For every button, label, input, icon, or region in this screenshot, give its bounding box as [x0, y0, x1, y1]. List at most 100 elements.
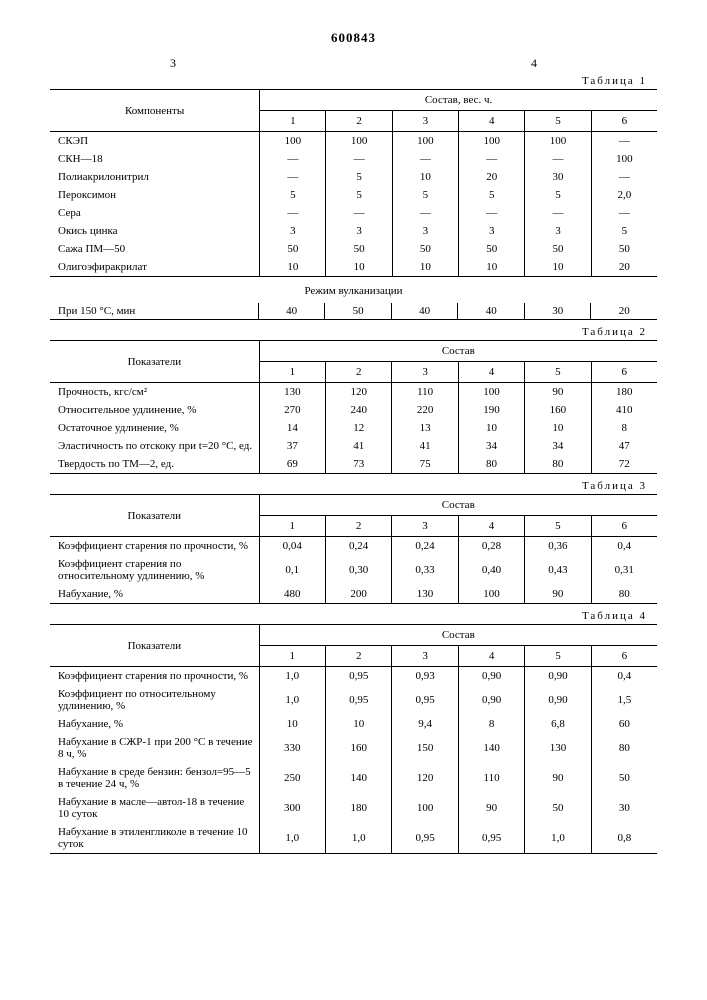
cell: 80	[591, 585, 657, 604]
row-label: Олигоэфиракрилат	[50, 258, 260, 277]
table4-label: Таблица 4	[50, 610, 647, 622]
cell: —	[260, 204, 326, 222]
cell: 40	[391, 303, 458, 320]
table1-label: Таблица 1	[50, 75, 647, 87]
cell: 160	[525, 401, 591, 419]
row-label: Набухание, %	[50, 585, 259, 604]
cell: 14	[259, 419, 325, 437]
cell: 0,90	[458, 667, 524, 686]
cell: 130	[259, 383, 325, 402]
regime-title: Режим вулканизации	[50, 285, 657, 297]
cell: 0,40	[458, 555, 524, 585]
cell: 1,0	[325, 823, 391, 854]
cell: 41	[392, 437, 458, 455]
cell: 34	[458, 437, 524, 455]
header-main: Показатели	[50, 341, 259, 383]
cell: 130	[392, 585, 458, 604]
cell: 10	[459, 258, 525, 277]
cell: 0,95	[392, 685, 458, 715]
cell: 300	[259, 793, 325, 823]
cell: 330	[259, 733, 325, 763]
cell: 1,0	[259, 685, 325, 715]
cell: 50	[260, 240, 326, 258]
cell: 12	[326, 419, 392, 437]
col-header: 3	[392, 646, 458, 667]
cell: 100	[459, 132, 525, 151]
cell: 270	[259, 401, 325, 419]
cell: 1,0	[525, 823, 591, 854]
col-header: 2	[325, 516, 391, 537]
cell: 0,28	[458, 537, 524, 556]
cell: 120	[392, 763, 458, 793]
col-header: 4	[458, 516, 524, 537]
cell: 5	[525, 186, 591, 204]
cell: 5	[459, 186, 525, 204]
header-group: Состав	[259, 495, 657, 516]
row-label: Коэффициент по относительному удлинению,…	[50, 685, 259, 715]
cell: 10	[260, 258, 326, 277]
cell: 0,4	[591, 537, 657, 556]
col-header: 1	[259, 646, 325, 667]
cell: 0,90	[458, 685, 524, 715]
col-header: 5	[525, 646, 591, 667]
col-header: 2	[325, 646, 391, 667]
cell: 10	[525, 258, 591, 277]
row-label: Окись цинка	[50, 222, 260, 240]
cell: 190	[458, 401, 524, 419]
col-header: 4	[459, 111, 525, 132]
col-header: 6	[591, 646, 657, 667]
cell: 1,0	[259, 667, 325, 686]
cell: —	[260, 150, 326, 168]
table2: ПоказателиСостав123456Прочность, кгс/см²…	[50, 340, 657, 474]
cell: 100	[260, 132, 326, 151]
cell: —	[392, 150, 458, 168]
cell: 75	[392, 455, 458, 474]
cell: 50	[591, 763, 657, 793]
cell: 100	[392, 793, 458, 823]
row-label: Набухание в масле—автол-18 в течение 10 …	[50, 793, 259, 823]
cell: 6,8	[525, 715, 591, 733]
cell: 1,5	[591, 685, 657, 715]
table3-label: Таблица 3	[50, 480, 647, 492]
cell: 80	[458, 455, 524, 474]
cell: 220	[392, 401, 458, 419]
col-header: 6	[591, 362, 657, 383]
cell: 100	[326, 132, 392, 151]
cell: 73	[326, 455, 392, 474]
cell: —	[459, 204, 525, 222]
cell: 20	[591, 258, 657, 277]
cell: 47	[591, 437, 657, 455]
cell: 10	[326, 258, 392, 277]
row-label: Твердость по ТМ—2, ед.	[50, 455, 259, 474]
cell: 50	[591, 240, 657, 258]
cell: 10	[458, 419, 524, 437]
col-header: 5	[525, 362, 591, 383]
cell: 0,95	[325, 667, 391, 686]
cell: 20	[591, 303, 657, 320]
cell: 10	[392, 258, 458, 277]
cell: 50	[325, 303, 392, 320]
header-main: Показатели	[50, 495, 259, 537]
cell: 5	[260, 186, 326, 204]
row-label: Прочность, кгс/см²	[50, 383, 259, 402]
cell: 30	[524, 303, 591, 320]
cell: 50	[392, 240, 458, 258]
cell: 130	[525, 733, 591, 763]
cell: 72	[591, 455, 657, 474]
col-header: 6	[591, 516, 657, 537]
cell: 410	[591, 401, 657, 419]
cell: 0,31	[591, 555, 657, 585]
cell: 10	[259, 715, 325, 733]
cell: 3	[459, 222, 525, 240]
regime-label: При 150 °С, мин	[50, 303, 258, 320]
cell: 9,4	[392, 715, 458, 733]
cell: 0,90	[525, 667, 591, 686]
cell: 1,0	[259, 823, 325, 854]
row-label: Пероксимон	[50, 186, 260, 204]
row-label: Набухание в среде бензин: бензол=95—5 в …	[50, 763, 259, 793]
cell: 0,90	[525, 685, 591, 715]
cell: 0,04	[259, 537, 325, 556]
cell: 3	[260, 222, 326, 240]
header-group: Состав, вес. ч.	[260, 90, 657, 111]
cell: 110	[392, 383, 458, 402]
